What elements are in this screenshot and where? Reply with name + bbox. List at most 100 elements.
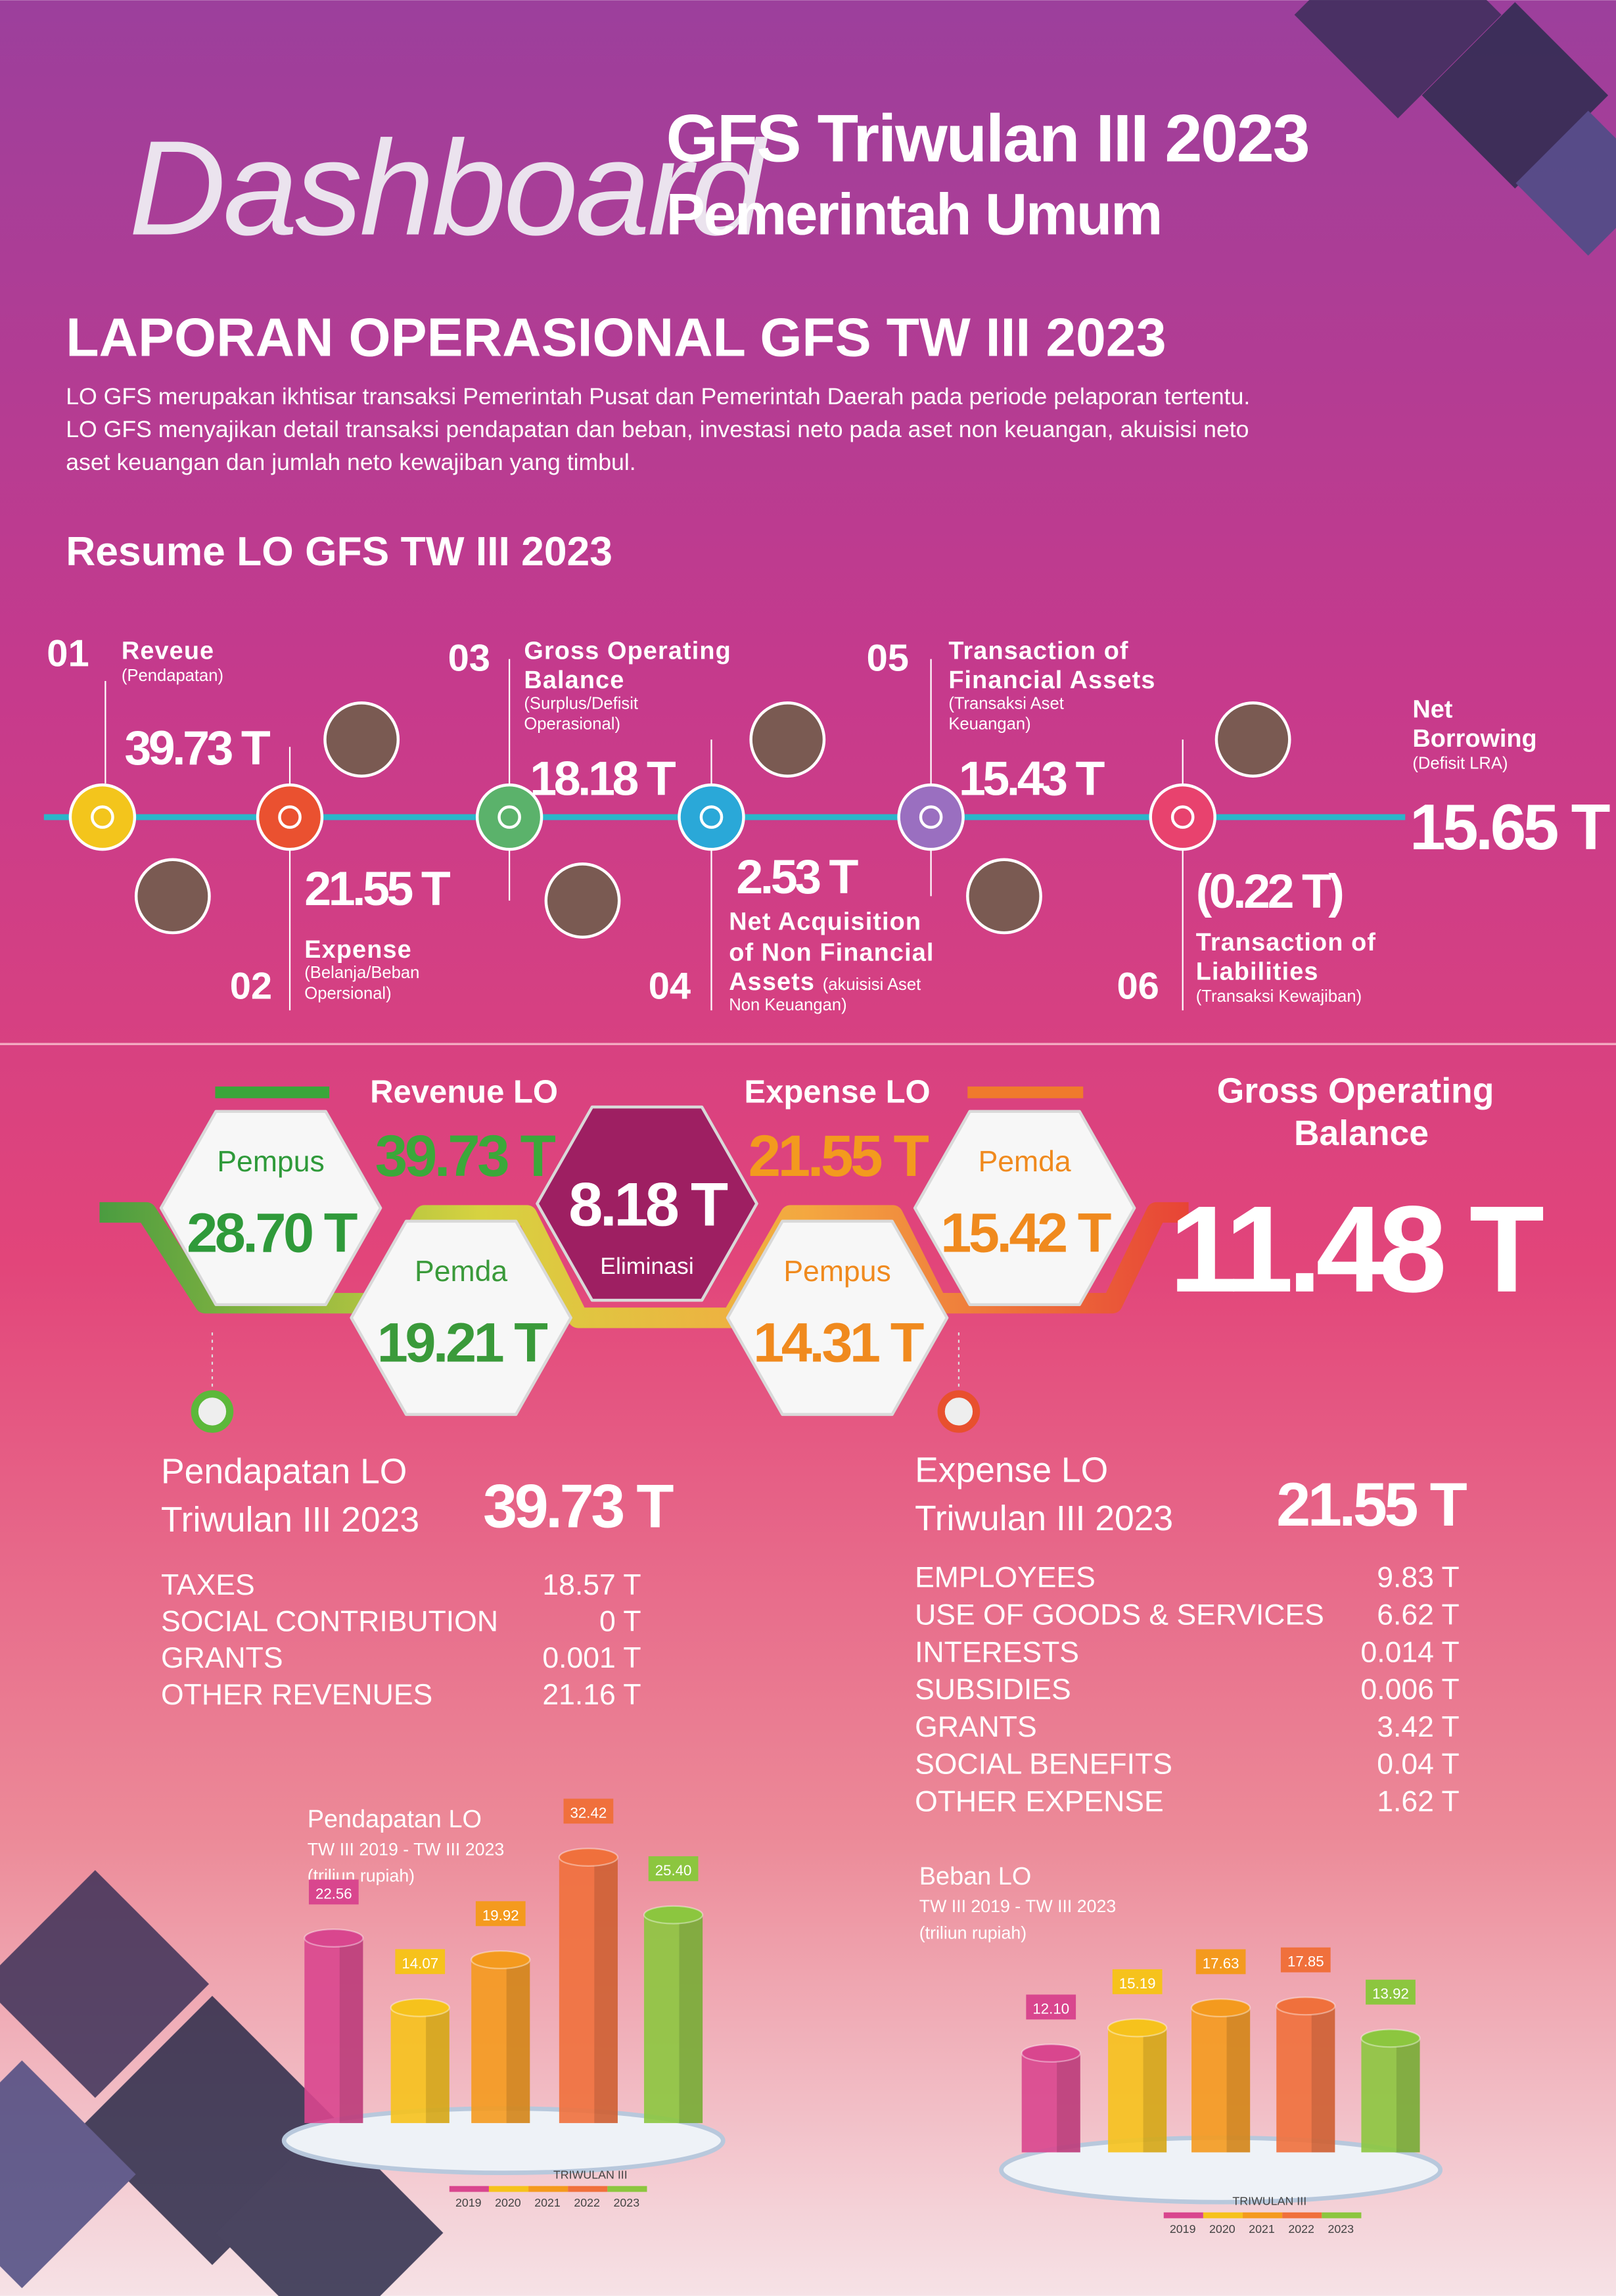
- value-tag: [308, 1879, 359, 1905]
- bar-shade: [1143, 2027, 1167, 2153]
- hex-label: Pempus: [783, 1255, 890, 1288]
- paragraph-line: LO GFS merupakan ikhtisar transaksi Peme…: [66, 383, 1250, 410]
- paragraph-line: LO GFS menyajikan detail transaksi penda…: [66, 416, 1249, 442]
- item-note: (Pendapatan): [122, 667, 223, 685]
- item-value: 2.53 T: [736, 849, 858, 904]
- gob-value: 11.48 T: [1169, 1181, 1543, 1318]
- value-tag: [1112, 1969, 1163, 1994]
- item-number: 01: [47, 633, 89, 675]
- item-value: 15.43 T: [959, 751, 1105, 806]
- year-swatch: [1203, 2212, 1243, 2218]
- year-swatch: [1163, 2212, 1203, 2218]
- item-label: Reveue: [122, 638, 214, 665]
- detail-row-label: SOCIAL CONTRIBUTION: [161, 1606, 498, 1638]
- detail-row-label: OTHER EXPENSE: [915, 1785, 1164, 1817]
- value-tag: [1026, 1994, 1076, 2020]
- hexagon: [913, 1110, 1136, 1307]
- section-title: Resume LO GFS TW III 2023: [66, 529, 612, 574]
- item-note: Opersional): [304, 984, 391, 1002]
- bar-cap: [471, 1950, 531, 1969]
- bar: [1361, 2038, 1420, 2153]
- bar-cap: [1021, 2044, 1081, 2063]
- item-value: (0.22 T): [1196, 864, 1343, 918]
- bar-cap: [1276, 1996, 1336, 2016]
- bar-shade: [1396, 2038, 1420, 2153]
- bar: [644, 1915, 703, 2123]
- hex-value: 15.42 T: [940, 1202, 1111, 1264]
- item-number: 04: [649, 965, 691, 1007]
- bar: [1108, 2027, 1167, 2153]
- bar-shade: [1057, 2053, 1080, 2153]
- bar-shade: [679, 1915, 703, 2123]
- item-label: Liabilities: [1196, 958, 1319, 985]
- expense-accent: [967, 1086, 1084, 1098]
- detail-row-label: GRANTS: [161, 1642, 283, 1674]
- detail-row-value: 0.001 T: [542, 1642, 641, 1674]
- year-swatch: [568, 2186, 608, 2192]
- year-label: 2019: [455, 2196, 482, 2209]
- detail-row-label: GRANTS: [915, 1711, 1037, 1743]
- revenue-accent: [215, 1086, 330, 1098]
- detail-row-label: USE OF GOODS & SERVICES: [915, 1599, 1324, 1631]
- hex-label: Pemda: [415, 1255, 507, 1288]
- hexagon: [536, 1105, 758, 1302]
- value-label: 15.19: [1119, 1975, 1156, 1992]
- bar-shade: [594, 1857, 618, 2123]
- bar-shade: [506, 1959, 530, 2123]
- item-number: 02: [230, 965, 272, 1007]
- paragraph-line: aset keuangan dan jumlah neto kewajiban …: [66, 449, 635, 475]
- item-number: 03: [448, 637, 490, 679]
- item-note: (Transaksi Aset: [948, 694, 1064, 713]
- chart-xlabel: TRIWULAN III: [1232, 2195, 1306, 2208]
- value-label: 12.10: [1032, 2000, 1069, 2017]
- chart-title: Beban LO: [919, 1863, 1032, 1890]
- year-swatch: [488, 2186, 529, 2192]
- timeline-node: [897, 783, 965, 851]
- revenue-label: Revenue LO: [370, 1074, 558, 1110]
- node-icon: [919, 805, 943, 829]
- bar: [304, 1938, 363, 2123]
- value-tag: [648, 1856, 699, 1881]
- item-label: of Non Financial: [729, 939, 934, 966]
- detail-row-value: 0 T: [599, 1606, 641, 1638]
- value-tag: [1280, 1947, 1331, 1973]
- bar-cap: [1190, 1998, 1251, 2018]
- value-label: 22.56: [315, 1885, 352, 1902]
- detail-row-label: SOCIAL BENEFITS: [915, 1748, 1172, 1781]
- timeline-node: [68, 783, 137, 851]
- item-label: Gross Operating: [524, 638, 731, 665]
- year-swatch: [1282, 2212, 1322, 2218]
- item-note: Keuangan): [948, 715, 1030, 733]
- item-value: 21.55 T: [304, 861, 451, 916]
- timeline-node: [1149, 783, 1216, 851]
- bar-shade: [426, 2007, 450, 2123]
- detail-row-value: 9.83 T: [1377, 1562, 1459, 1594]
- hexagon: [159, 1110, 382, 1307]
- hex-value: 8.18 T: [568, 1170, 728, 1239]
- bar: [1021, 2053, 1080, 2153]
- photo: [1214, 701, 1291, 778]
- detail-row-label: INTERESTS: [915, 1636, 1079, 1668]
- chart-note: (triliun rupiah): [919, 1923, 1027, 1942]
- detail-row-value: 1.62 T: [1377, 1785, 1459, 1817]
- detail-row-label: OTHER REVENUES: [161, 1679, 432, 1711]
- item-label: Net Acquisition: [729, 908, 921, 936]
- node-icon: [497, 805, 521, 829]
- bar-cap: [1107, 2018, 1168, 2038]
- expense-dot: [937, 1390, 981, 1433]
- value-tag: [475, 1901, 526, 1927]
- value-label: 19.92: [482, 1907, 519, 1923]
- detail-total: 21.55 T: [1276, 1470, 1467, 1539]
- bar: [1191, 2007, 1251, 2153]
- hex-label: Pemda: [979, 1146, 1071, 1178]
- detail-row-label: TAXES: [161, 1569, 255, 1601]
- node-icon: [699, 805, 724, 829]
- year-label: 2021: [1249, 2222, 1275, 2236]
- hex-value: 14.31 T: [753, 1311, 924, 1374]
- value-tag: [1195, 1949, 1246, 1975]
- year-label: 2021: [534, 2196, 561, 2209]
- value-label: 17.85: [1287, 1954, 1324, 1970]
- detail-row-value: 18.57 T: [542, 1569, 641, 1601]
- value-label: 13.92: [1372, 1986, 1409, 2002]
